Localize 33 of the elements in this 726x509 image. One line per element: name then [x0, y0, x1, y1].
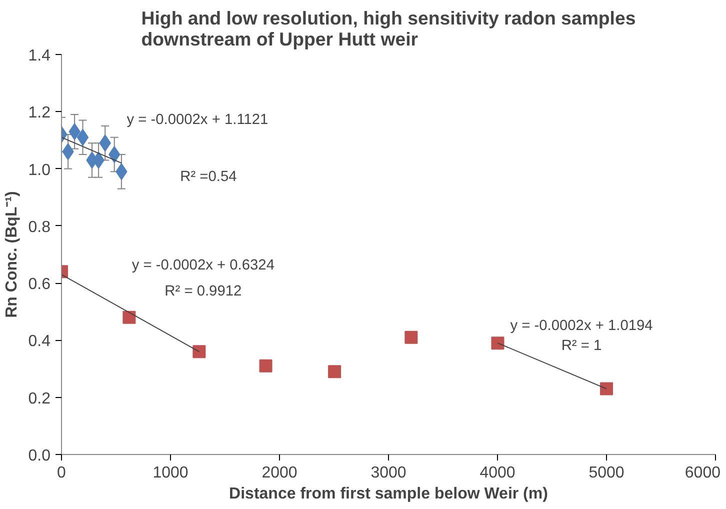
point	[328, 365, 342, 378]
annotation: y = -0.0002x + 1.0194	[510, 318, 653, 334]
x-tick-label: 3000	[370, 464, 406, 482]
x-tick-label: 0	[57, 464, 66, 482]
chart-title: High and low resolution, high sensitivity radon samples downstream of Upper Hutt weir	[141, 8, 636, 50]
y-tick-label: 0.2	[28, 390, 51, 408]
y-tick-label: 0.6	[28, 276, 51, 294]
annotation: R² = 0.9912	[164, 284, 242, 300]
annotation: R² = 1	[561, 338, 602, 354]
x-tick-label: 2000	[262, 464, 298, 482]
x-tick-label: 6000	[684, 464, 721, 482]
point	[259, 359, 272, 372]
point	[491, 336, 504, 350]
y-axis-title: Rn Conc. (BqL⁻¹)	[3, 191, 20, 318]
point	[108, 146, 120, 163]
y-tick-label: 0.8	[28, 218, 51, 236]
point	[600, 382, 613, 396]
x-tick-label: 1000	[152, 464, 188, 482]
annotation: y = -0.0002x + 1.1121	[126, 112, 268, 128]
point	[122, 310, 136, 324]
x-tick-label: 4000	[480, 464, 516, 482]
annotation: R² =0.54	[180, 169, 237, 186]
y-tick-label: 0.0	[28, 448, 51, 464]
point	[192, 345, 206, 358]
y-tick-label: 0.4	[28, 333, 51, 350]
x-axis-title: Distance from first sample below Weir (m)	[229, 486, 548, 502]
y-tick-label: 1.2	[28, 104, 51, 122]
y-tick-label: 1.0	[28, 162, 51, 179]
point	[404, 330, 418, 344]
point	[76, 128, 89, 146]
y-tick-label: 1.4	[28, 48, 51, 64]
x-tick-label: 5000	[588, 464, 624, 482]
annotation: y = -0.0002x + 0.6324	[132, 258, 274, 274]
